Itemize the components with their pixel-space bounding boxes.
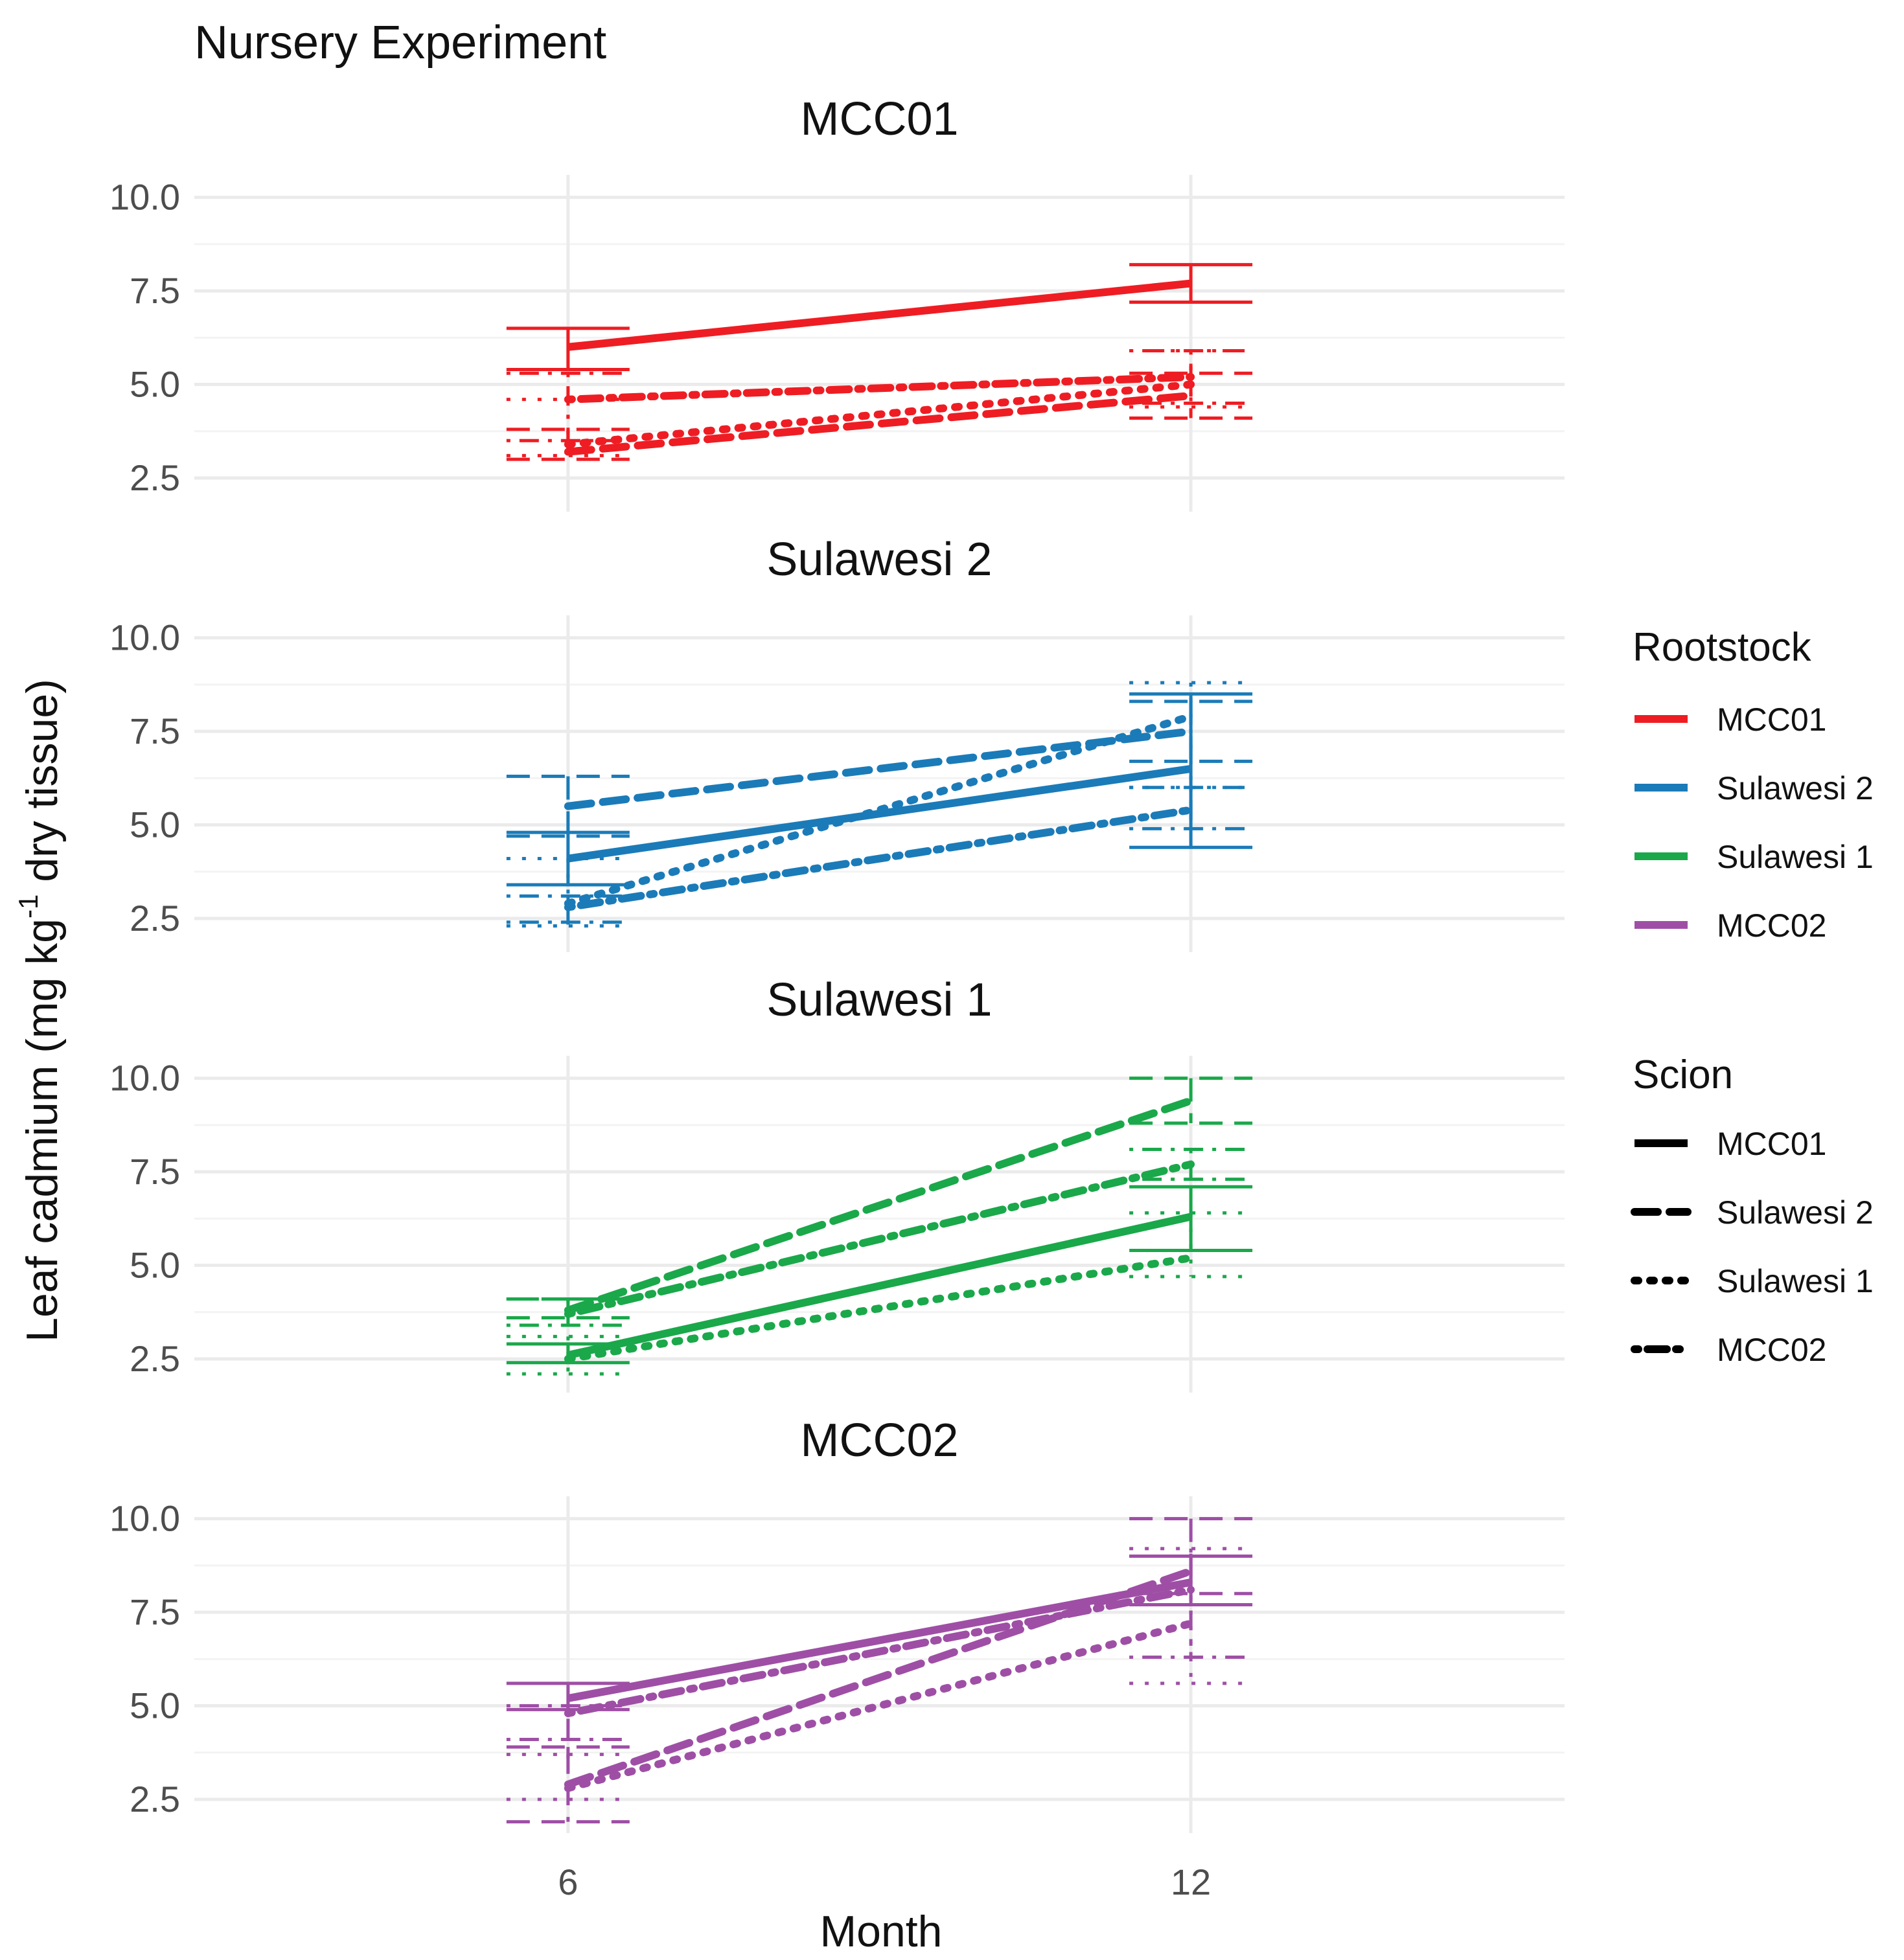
series-line	[564, 712, 1195, 907]
error-bar	[1129, 1077, 1253, 1125]
panel-1: Sulawesi 2 2.5 5.0 7.5 10.0	[109, 534, 1565, 952]
error-bar	[1129, 1554, 1253, 1659]
panel-strip-title: MCC01	[800, 93, 958, 145]
series-line	[567, 1578, 1192, 1702]
y-tick-label: 7.5	[130, 270, 180, 311]
x-axis-label: Month	[820, 1907, 943, 1956]
legend-rootstock: Rootstock MCC01 Sulawesi 2 Sulawesi 1 MCC02	[1633, 625, 1874, 944]
error-bar	[506, 326, 630, 371]
y-tick-label: 2.5	[130, 1779, 180, 1819]
series-line	[564, 727, 1195, 810]
y-tick-label: 2.5	[130, 898, 180, 939]
panel-strip-title: Sulawesi 1	[766, 974, 992, 1026]
series-line	[564, 1586, 1195, 1718]
y-axis-label-superscript: -1	[13, 895, 43, 918]
panel-3: MCC02 2.5 5.0 7.5 10.0 6 12	[109, 1415, 1565, 1902]
chart-title: Nursery Experiment	[194, 17, 606, 69]
series-line	[564, 806, 1195, 911]
y-tick-label: 10.0	[109, 1058, 180, 1099]
y-tick-label: 10.0	[109, 177, 180, 218]
y-tick-label: 7.5	[130, 711, 180, 751]
y-tick-label: 2.5	[130, 1338, 180, 1379]
series-line	[568, 279, 1191, 351]
panel-2: Sulawesi 1 2.5 5.0 7.5 10.0	[109, 974, 1565, 1393]
y-tick-label: 5.0	[130, 804, 180, 845]
error-bar	[506, 774, 630, 838]
series-line	[564, 1619, 1195, 1792]
y-tick-label: 7.5	[130, 1591, 180, 1632]
error-bar	[506, 857, 630, 928]
y-axis-label: Leaf cadmium (mg kg-1 dry tissue)	[13, 679, 67, 1342]
series-line	[567, 1213, 1192, 1360]
legend-scion-label: MCC02	[1717, 1332, 1826, 1368]
panel-0: MCC01 2.5 5.0 7.5 10.0	[109, 93, 1565, 512]
error-bar	[1129, 1547, 1253, 1685]
error-bar	[506, 1753, 630, 1801]
y-tick-label: 10.0	[109, 617, 180, 658]
legend-rootstock-label: MCC01	[1717, 701, 1826, 738]
error-bar	[1129, 1211, 1253, 1279]
y-axis-label-main: Leaf cadmium (mg kg	[17, 918, 67, 1342]
series-line	[564, 1160, 1195, 1318]
panel-strip-title: Sulawesi 2	[766, 534, 992, 586]
y-tick-label: 5.0	[130, 364, 180, 405]
panel-strip-title: MCC02	[800, 1415, 958, 1466]
legend-scion-label: MCC01	[1717, 1126, 1826, 1162]
error-bar	[1129, 681, 1253, 790]
facet-panels: MCC01 2.5 5.0 7.5 10.0 Sulawesi 2 2.5 5.0 7.5 10.…	[109, 93, 1565, 1902]
y-axis-label-rest: dry tissue)	[17, 679, 67, 895]
legend-rootstock-label: Sulawesi 1	[1717, 839, 1874, 875]
legend-rootstock-label: MCC02	[1717, 907, 1826, 944]
error-bar	[506, 371, 630, 442]
legend-scion: Scion MCC01 Sulawesi 2 Sulawesi 1 MCC02	[1631, 1053, 1874, 1368]
y-tick-label: 7.5	[130, 1151, 180, 1192]
x-tick-label: 12	[1171, 1862, 1211, 1902]
series-line	[564, 1254, 1195, 1363]
y-tick-label: 10.0	[109, 1498, 180, 1539]
legend-scion-title: Scion	[1633, 1053, 1733, 1097]
legend-scion-label: Sulawesi 2	[1717, 1194, 1874, 1231]
series-line	[564, 380, 1195, 448]
legend-rootstock-label: Sulawesi 2	[1717, 770, 1874, 806]
error-bar	[1129, 786, 1253, 830]
series-line	[564, 373, 1195, 404]
y-tick-label: 5.0	[130, 1245, 180, 1286]
x-tick-label: 6	[558, 1862, 578, 1902]
legend-scion-label: Sulawesi 1	[1717, 1263, 1874, 1299]
y-tick-label: 5.0	[130, 1685, 180, 1726]
y-tick-label: 2.5	[130, 457, 180, 498]
series-line	[567, 764, 1192, 863]
series-line	[564, 391, 1195, 456]
legend-rootstock-title: Rootstock	[1633, 625, 1812, 670]
series-line	[564, 1097, 1195, 1314]
